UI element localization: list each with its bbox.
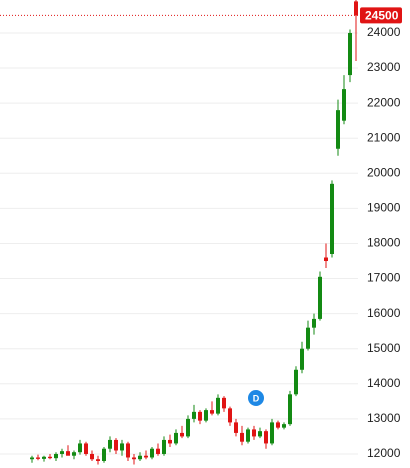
candle-body [186, 418, 190, 437]
candle-body [138, 455, 142, 460]
candle-body [318, 276, 322, 319]
candle-body [78, 443, 82, 453]
candle-body [336, 110, 340, 149]
candle-body [150, 448, 154, 458]
candle-body [216, 397, 220, 414]
candle-body [36, 457, 40, 459]
candle-body [162, 439, 166, 454]
candle-body [156, 448, 160, 454]
y-tick-label: 23000 [367, 60, 401, 74]
y-tick-label: 12000 [367, 446, 401, 460]
candle-body [54, 453, 58, 459]
candle-body [72, 452, 76, 456]
y-tick-label: 14000 [367, 376, 401, 390]
candle-body [294, 369, 298, 395]
candle-body [132, 457, 136, 460]
candle-body [168, 439, 172, 444]
last-price-label: 24500 [365, 9, 399, 23]
candle-body [288, 394, 292, 425]
candle-body [60, 451, 64, 454]
candle-body [90, 453, 94, 460]
dividend-marker: D [248, 390, 264, 406]
candle-body [258, 431, 262, 437]
candle-body [204, 410, 208, 421]
y-tick-label: 17000 [367, 271, 401, 285]
y-tick-label: 20000 [367, 165, 401, 179]
candle-body [330, 183, 334, 254]
candle-body [246, 429, 250, 442]
candle-body [234, 422, 238, 433]
marker-label: D [253, 393, 260, 403]
candle-body [192, 411, 196, 419]
candle-body [108, 439, 112, 449]
candle-body [210, 410, 214, 414]
candle-body [270, 422, 274, 444]
y-tick-label: 24000 [367, 25, 401, 39]
candle-body [144, 455, 148, 458]
candle-body [102, 448, 106, 461]
candle-body [312, 318, 316, 328]
candle-body [42, 456, 46, 459]
y-tick-label: 19000 [367, 201, 401, 215]
y-tick-label: 22000 [367, 95, 401, 109]
candle-body [120, 443, 124, 451]
candle-body [126, 443, 130, 458]
candle-body [174, 432, 178, 444]
candle-body [348, 32, 352, 76]
candle-body [252, 429, 256, 437]
candle-body [282, 424, 286, 428]
candle-body [96, 459, 100, 461]
candle-body [300, 348, 304, 370]
candle-body [48, 456, 52, 459]
candle-body [66, 451, 70, 456]
y-tick-label: 18000 [367, 236, 401, 250]
candle-body [228, 408, 232, 423]
candle-body [324, 257, 328, 262]
candle-body [222, 397, 226, 409]
candle-body [198, 411, 202, 421]
y-tick-label: 16000 [367, 306, 401, 320]
candle-body [240, 432, 244, 442]
y-tick-label: 15000 [367, 341, 401, 355]
candle-body [276, 422, 280, 428]
last-price-box [360, 7, 402, 24]
y-tick-label: 21000 [367, 130, 401, 144]
y-tick-label: 13000 [367, 411, 401, 425]
candle-body [264, 431, 268, 444]
candle-body [180, 432, 184, 437]
candle-body [30, 457, 34, 460]
candle-body [354, 1, 358, 16]
candle-body [114, 439, 118, 451]
candle-body [84, 443, 88, 454]
candle-body [306, 327, 310, 349]
candle-body [342, 89, 346, 121]
